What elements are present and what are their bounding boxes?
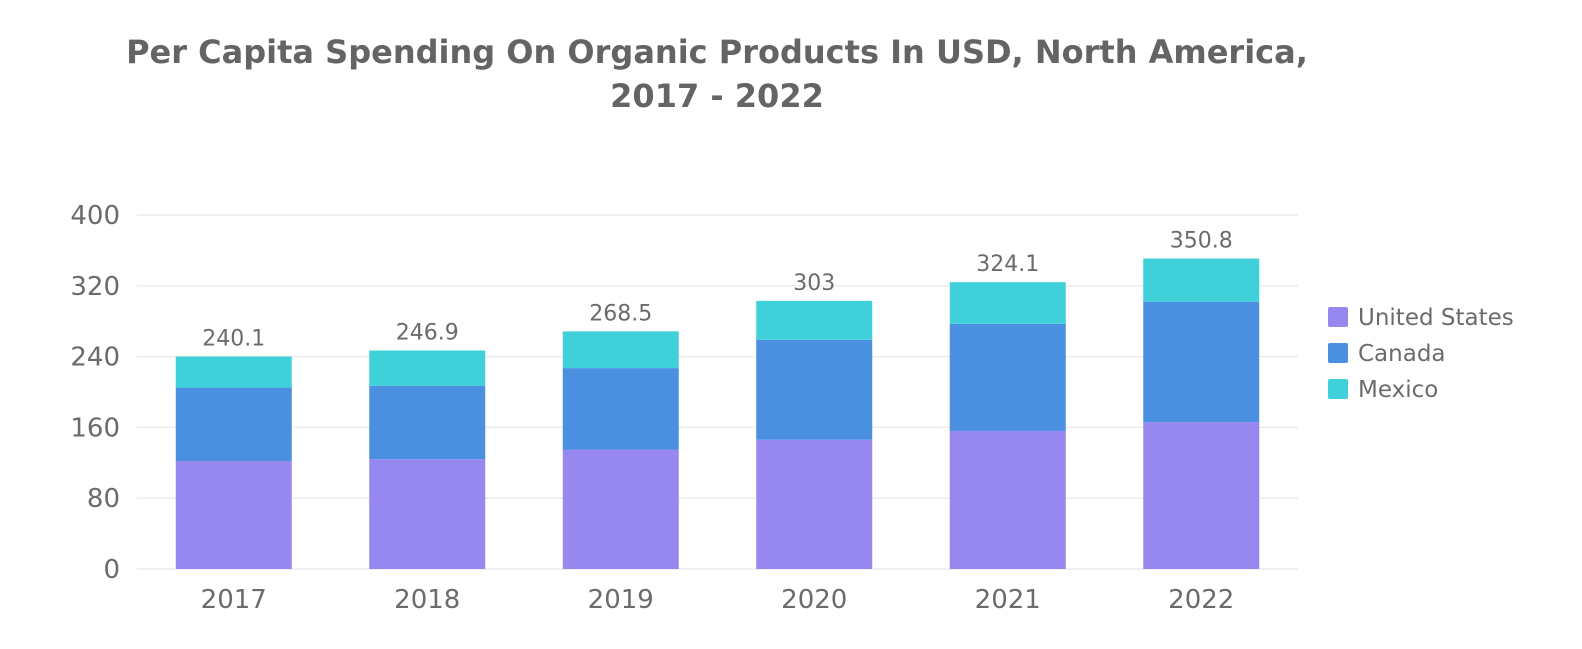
x-tick-label: 2020 xyxy=(781,585,847,615)
legend-swatch xyxy=(1328,379,1348,399)
bar-total-label: 324.1 xyxy=(976,252,1039,277)
bar-segment-mexico-2018[interactable] xyxy=(369,350,486,386)
bar-total-label: 350.8 xyxy=(1170,229,1233,254)
bar-segment-canada-2019[interactable] xyxy=(562,368,679,450)
legend-item-united-states[interactable]: United States xyxy=(1328,305,1514,331)
bar-total-labels: 240.1 246.9 268.5 303 324.1 350.8 xyxy=(202,229,1232,352)
legend-swatch xyxy=(1328,343,1348,363)
y-tick-label: 0 xyxy=(103,555,120,585)
bar-segment-united-states-2017[interactable] xyxy=(175,461,292,569)
bar-segment-canada-2021[interactable] xyxy=(949,323,1066,431)
bar-segment-canada-2018[interactable] xyxy=(369,385,486,460)
y-tick-label: 240 xyxy=(70,343,120,373)
legend-item-canada[interactable]: Canada xyxy=(1328,341,1446,367)
bar-segment-united-states-2021[interactable] xyxy=(949,430,1066,569)
chart-title-line-1: Per Capita Spending On Organic Products … xyxy=(126,33,1308,71)
grid-lines xyxy=(137,214,1298,570)
chart-title: Per Capita Spending On Organic Products … xyxy=(0,30,1434,118)
y-tick-label: 400 xyxy=(70,201,120,231)
bar-total-label: 303 xyxy=(793,271,835,296)
bar-segment-mexico-2021[interactable] xyxy=(949,282,1066,324)
bar-segment-canada-2022[interactable] xyxy=(1143,301,1260,423)
y-tick-label: 320 xyxy=(70,272,120,302)
bar-segment-canada-2017[interactable] xyxy=(175,387,292,462)
bar-segment-mexico-2020[interactable] xyxy=(756,300,873,340)
bar-segment-united-states-2019[interactable] xyxy=(562,449,679,569)
bar-segment-mexico-2017[interactable] xyxy=(175,356,292,388)
bar-segment-mexico-2019[interactable] xyxy=(562,331,679,369)
bar-segment-united-states-2020[interactable] xyxy=(756,439,873,569)
bar-segment-united-states-2022[interactable] xyxy=(1143,422,1260,569)
y-tick-label: 80 xyxy=(87,484,120,514)
legend[interactable]: United States Canada Mexico xyxy=(1328,305,1514,403)
legend-item-mexico[interactable]: Mexico xyxy=(1328,377,1438,403)
x-tick-label: 2018 xyxy=(394,585,460,615)
chart-title-line-2: 2017 - 2022 xyxy=(610,77,824,115)
bar-total-label: 268.5 xyxy=(589,301,652,326)
legend-label: United States xyxy=(1358,305,1514,331)
x-tick-label: 2021 xyxy=(975,585,1041,615)
legend-label: Canada xyxy=(1358,341,1446,367)
legend-label: Mexico xyxy=(1358,377,1438,403)
bar-segment-united-states-2018[interactable] xyxy=(369,459,486,569)
y-tick-label: 160 xyxy=(70,413,120,443)
bar-total-label: 240.1 xyxy=(202,327,265,352)
x-tick-label: 2019 xyxy=(588,585,654,615)
legend-swatch xyxy=(1328,307,1348,327)
bars xyxy=(175,258,1260,569)
bar-segment-canada-2020[interactable] xyxy=(756,339,873,440)
y-axis-ticks: 0 80 160 240 320 400 xyxy=(70,201,120,585)
x-axis-ticks: 2017 2018 2019 2020 2021 2022 xyxy=(201,585,1235,615)
x-tick-label: 2022 xyxy=(1168,585,1234,615)
bar-segment-mexico-2022[interactable] xyxy=(1143,258,1260,302)
x-tick-label: 2017 xyxy=(201,585,267,615)
bar-total-label: 246.9 xyxy=(396,320,459,345)
